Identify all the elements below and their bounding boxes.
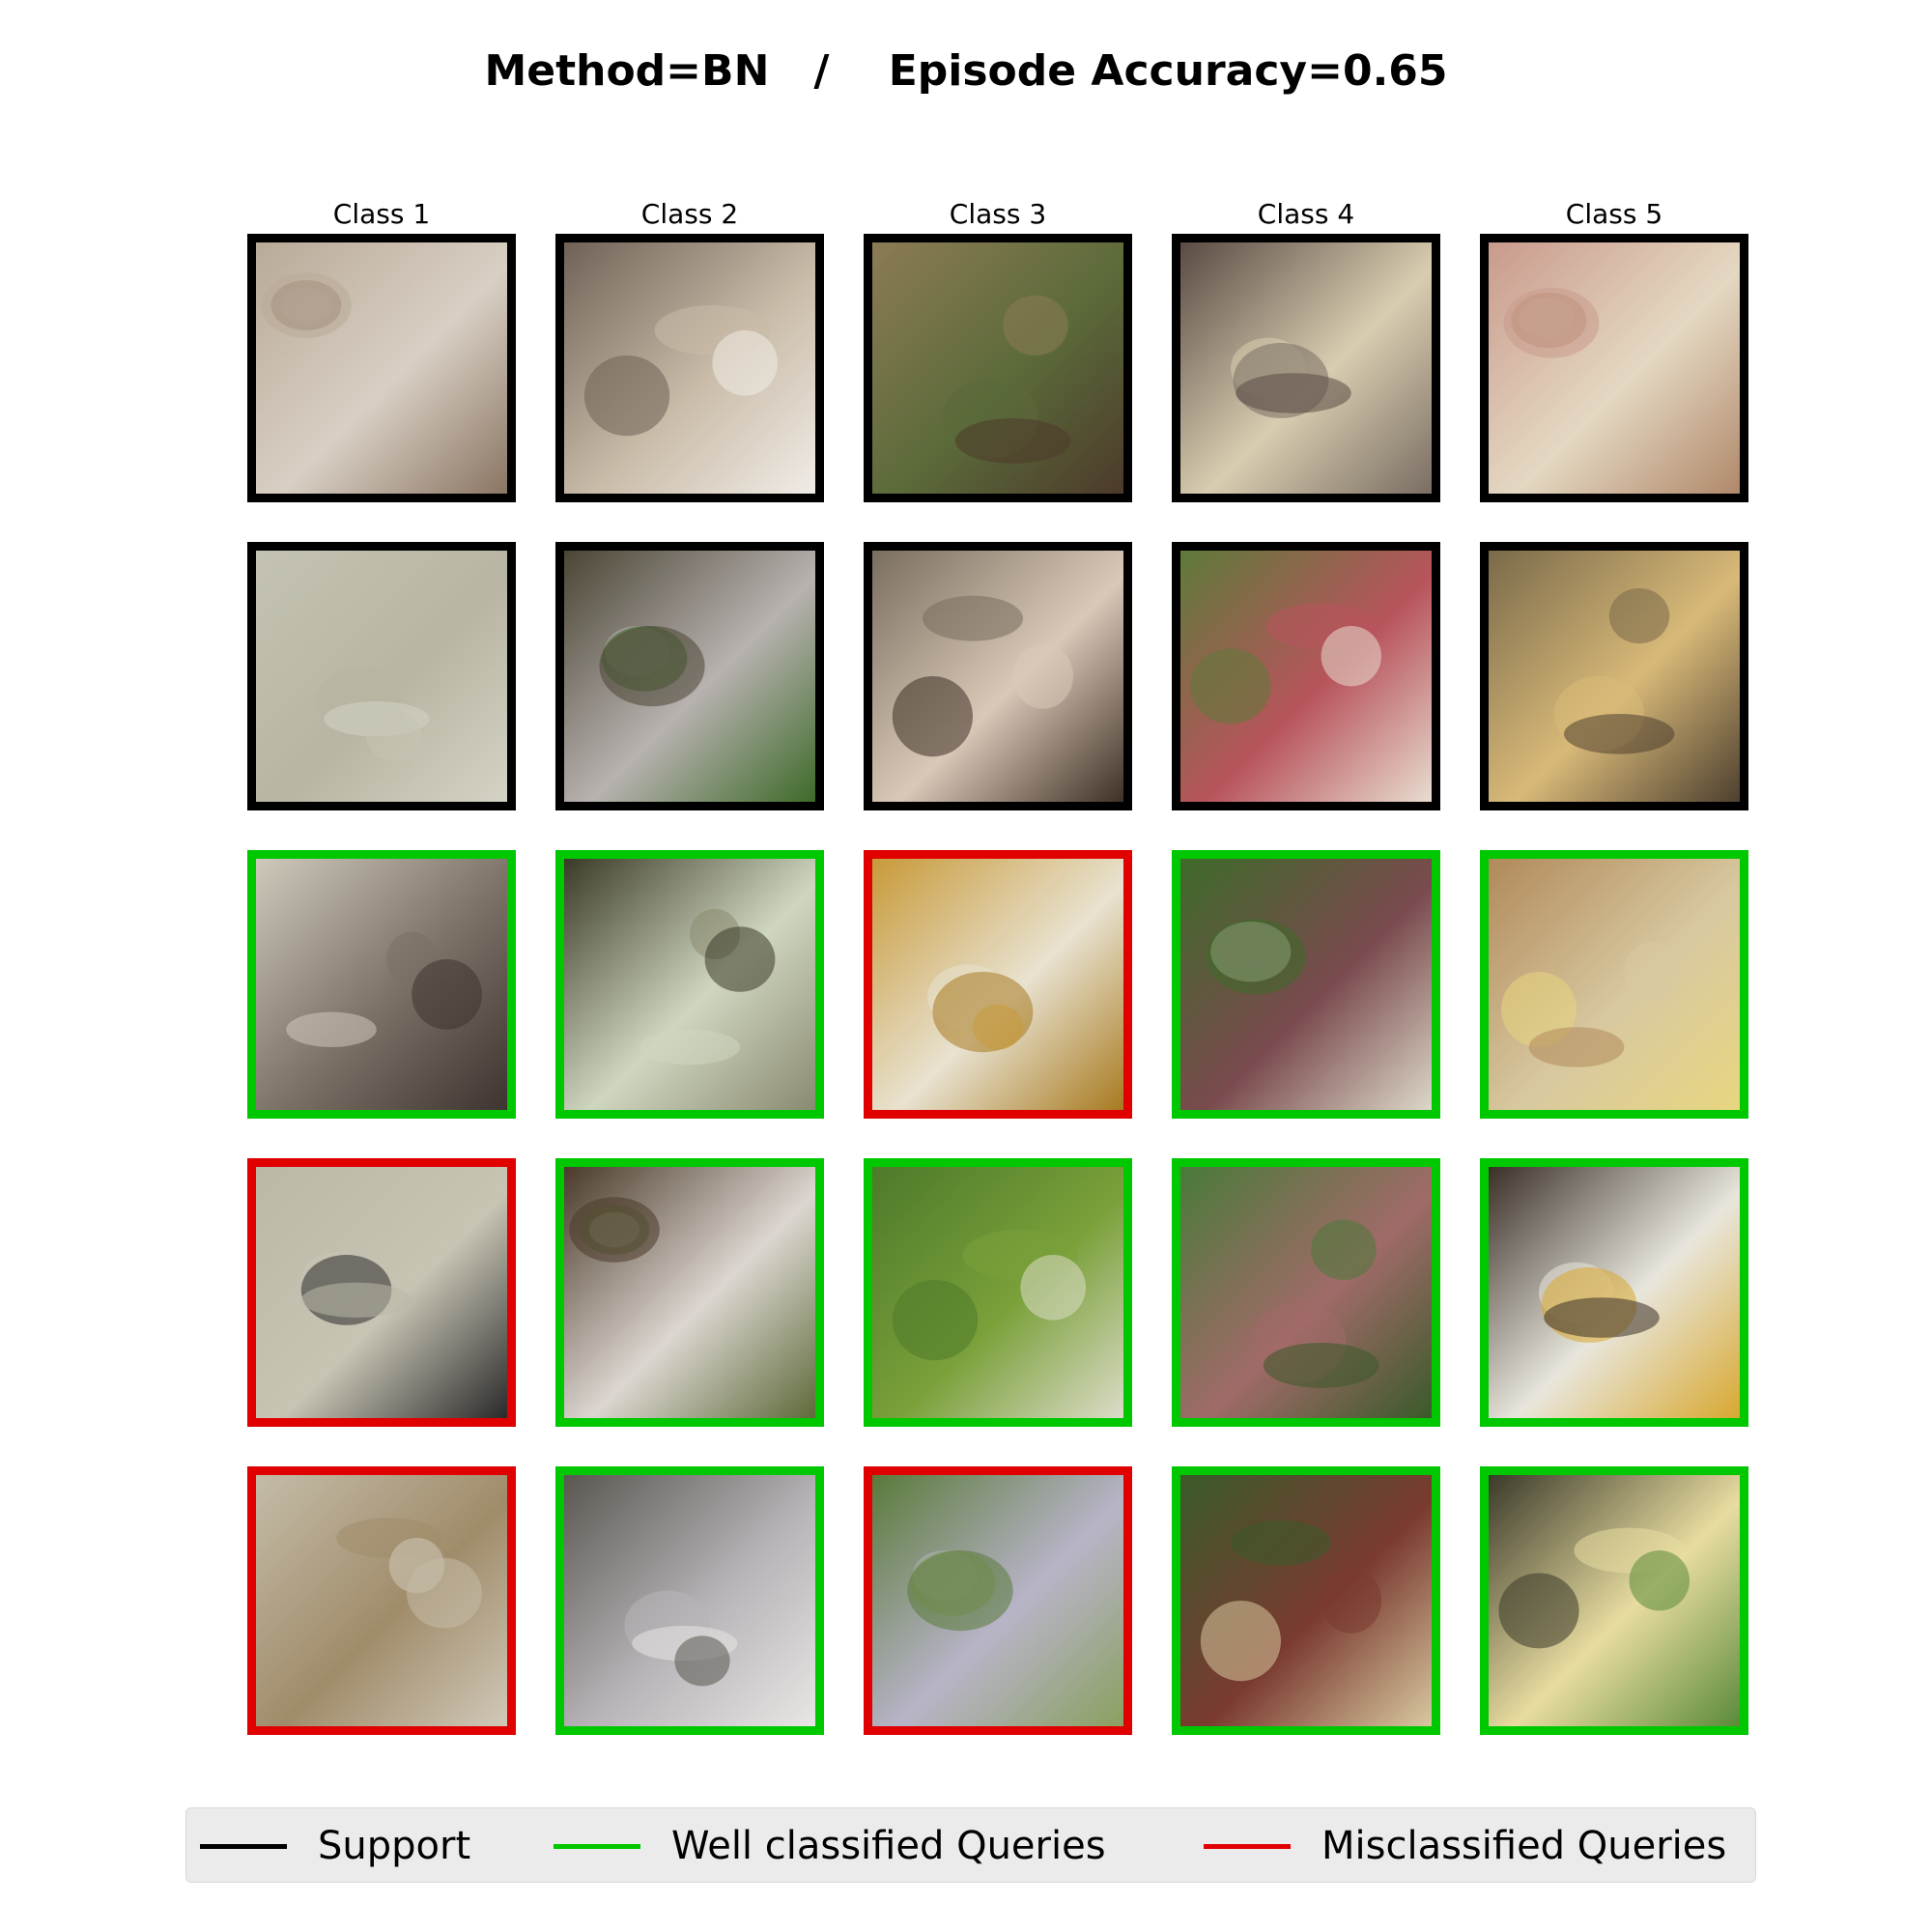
class-label-2: Class 2 [640, 198, 739, 230]
image-cell-r3-c2-correct [555, 850, 824, 1119]
image-cell-r1-c3-support [864, 234, 1132, 502]
class-label-5: Class 5 [1565, 198, 1663, 230]
image-cell-r2-c1-support [247, 542, 516, 810]
thumbnail-image [1489, 551, 1740, 802]
class-label-4: Class 4 [1257, 198, 1355, 230]
thumbnail-image [872, 859, 1123, 1110]
image-cell-r3-c5-correct [1480, 850, 1748, 1119]
thumbnail-image [872, 1167, 1123, 1418]
image-cell-r5-c3-wrong [864, 1466, 1132, 1735]
thumbnail-image [1180, 551, 1432, 802]
image-cell-r4-c2-correct [555, 1158, 824, 1427]
thumbnail-image [564, 551, 815, 802]
image-cell-r3-c4-correct [1172, 850, 1440, 1119]
image-cell-r2-c2-support [555, 542, 824, 810]
thumbnail-image [1489, 242, 1740, 494]
legend-item-well-classified: Well classified Queries [554, 1808, 1106, 1884]
thumbnail-image [872, 551, 1123, 802]
image-cell-r1-c5-support [1480, 234, 1748, 502]
thumbnail-image [1180, 242, 1432, 494]
thumbnail-image [564, 859, 815, 1110]
image-cell-r4-c1-wrong [247, 1158, 516, 1427]
episode-grid: Class 1 Class 2 Class 3 Class 4 Class 5 [247, 198, 1748, 1735]
thumbnail-image [872, 242, 1123, 494]
class-label-1: Class 1 [332, 198, 431, 230]
thumbnail-image [564, 1167, 815, 1418]
image-cell-r2-c5-support [1480, 542, 1748, 810]
image-cell-r4-c5-correct [1480, 1158, 1748, 1427]
image-cell-r4-c4-correct [1172, 1158, 1440, 1427]
thumbnail-image [256, 1475, 507, 1726]
legend-item-misclassified: Misclassified Queries [1204, 1808, 1726, 1884]
image-cell-r1-c1-support [247, 234, 516, 502]
legend-label-well-classified: Well classified Queries [671, 1824, 1106, 1868]
thumbnail-image [1180, 1475, 1432, 1726]
thumbnail-image [256, 1167, 507, 1418]
image-cell-r2-c4-support [1172, 542, 1440, 810]
image-cell-r3-c1-correct [247, 850, 516, 1119]
thumbnail-image [1180, 1167, 1432, 1418]
thumbnail-image [1489, 1475, 1740, 1726]
legend: Support Well classified Queries Misclass… [185, 1807, 1756, 1883]
image-cell-r2-c3-support [864, 542, 1132, 810]
thumbnail-image [1489, 1167, 1740, 1418]
thumbnail-image [256, 242, 507, 494]
legend-label-support: Support [318, 1824, 471, 1868]
thumbnail-image [256, 859, 507, 1110]
thumbnail-image [564, 1475, 815, 1726]
class-label-3: Class 3 [949, 198, 1047, 230]
legend-line-well-classified [554, 1843, 640, 1849]
thumbnail-image [564, 242, 815, 494]
image-cell-r1-c2-support [555, 234, 824, 502]
legend-line-support [200, 1843, 287, 1849]
image-cell-r5-c2-correct [555, 1466, 824, 1735]
figure-title: Method=BN / Episode Accuracy=0.65 [484, 46, 1448, 96]
legend-label-misclassified: Misclassified Queries [1321, 1824, 1727, 1868]
thumbnail-image [1180, 859, 1432, 1110]
legend-item-support: Support [200, 1808, 470, 1884]
thumbnail-image [872, 1475, 1123, 1726]
image-cell-r1-c4-support [1172, 234, 1440, 502]
image-cell-r3-c3-wrong [864, 850, 1132, 1119]
thumbnail-image [1489, 859, 1740, 1110]
image-cell-r4-c3-correct [864, 1158, 1132, 1427]
legend-line-misclassified [1204, 1843, 1291, 1849]
image-cell-r5-c5-correct [1480, 1466, 1748, 1735]
image-cell-r5-c1-wrong [247, 1466, 516, 1735]
thumbnail-image [256, 551, 507, 802]
image-cell-r5-c4-correct [1172, 1466, 1440, 1735]
